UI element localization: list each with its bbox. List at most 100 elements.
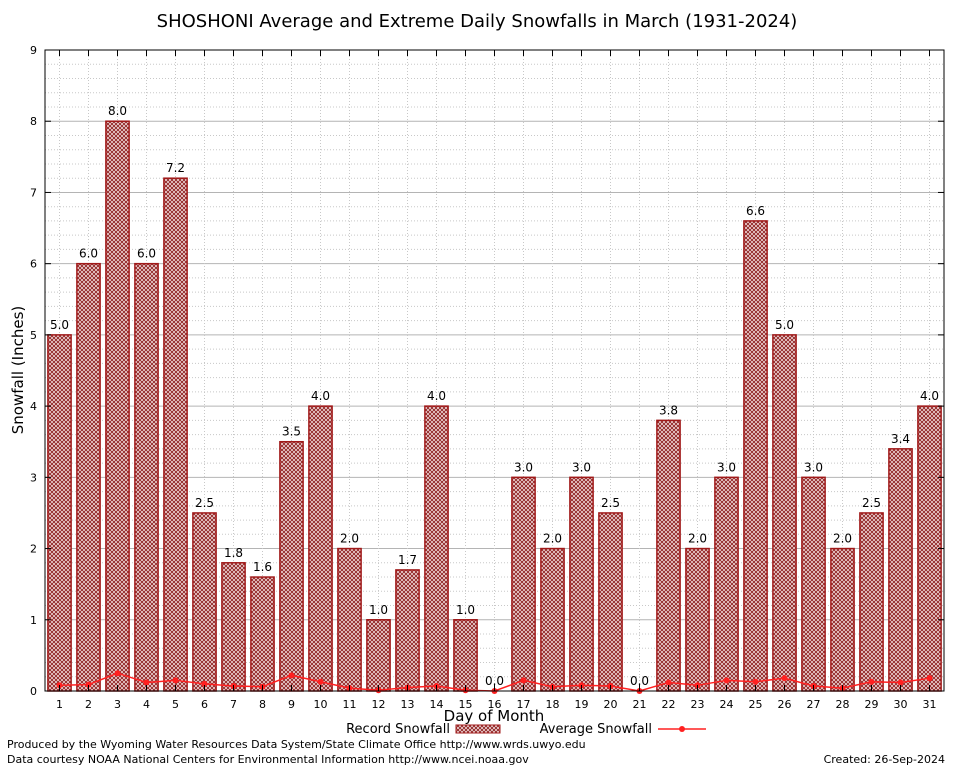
x-tick-label: 28 bbox=[836, 698, 850, 711]
record-bar-day-10 bbox=[308, 405, 333, 692]
x-tick-label: 30 bbox=[894, 698, 908, 711]
x-tick-label: 29 bbox=[865, 698, 879, 711]
record-bar-day-30 bbox=[888, 448, 913, 692]
x-tick-label: 12 bbox=[372, 698, 386, 711]
legend: Record Snowfall Average Snowfall bbox=[346, 722, 706, 737]
x-tick-label: 22 bbox=[662, 698, 676, 711]
x-tick-label: 7 bbox=[230, 698, 237, 711]
record-bar-day-26 bbox=[772, 334, 797, 692]
chart-title: SHOSHONI Average and Extreme Daily Snowf… bbox=[157, 11, 798, 32]
average-marker-day-5 bbox=[172, 677, 179, 684]
record-bar-day-5 bbox=[163, 177, 188, 692]
record-bar-day-27 bbox=[801, 476, 826, 692]
created-date: Created: 26-Sep-2024 bbox=[823, 753, 945, 766]
record-bar-day-9 bbox=[279, 440, 304, 692]
y-tick-label: 5 bbox=[30, 329, 37, 342]
bar-value-label: 8.0 bbox=[108, 104, 127, 118]
bar-value-label: 3.0 bbox=[572, 460, 591, 474]
bar-value-label: 2.0 bbox=[543, 532, 562, 546]
bar-value-label: 2.0 bbox=[340, 532, 359, 546]
y-tick-label: 6 bbox=[30, 258, 37, 271]
record-bar-day-17 bbox=[511, 476, 536, 692]
x-tick-label: 20 bbox=[604, 698, 618, 711]
x-tick-label: 24 bbox=[720, 698, 734, 711]
x-tick-label: 1 bbox=[56, 698, 63, 711]
bar-value-label: 4.0 bbox=[920, 389, 939, 403]
bar-value-label: 3.5 bbox=[282, 425, 301, 439]
x-tick-label: 23 bbox=[691, 698, 705, 711]
y-tick-label: 9 bbox=[30, 44, 37, 57]
x-tick-label: 17 bbox=[517, 698, 531, 711]
record-snowfall-bars bbox=[47, 120, 942, 692]
legend-swatch-average-marker bbox=[679, 726, 685, 732]
bar-value-label: 4.0 bbox=[311, 389, 330, 403]
x-tick-label: 21 bbox=[633, 698, 647, 711]
x-tick-label: 13 bbox=[401, 698, 415, 711]
bar-value-label: 1.6 bbox=[253, 560, 272, 574]
x-tick-label: 6 bbox=[201, 698, 208, 711]
y-tick-label: 2 bbox=[30, 543, 37, 556]
record-bar-day-28 bbox=[830, 547, 855, 692]
x-tick-label: 27 bbox=[807, 698, 821, 711]
y-tick-label: 7 bbox=[30, 186, 37, 199]
x-axis-label: Day of Month bbox=[444, 707, 545, 725]
average-marker-day-4 bbox=[143, 679, 150, 686]
x-tick-label: 19 bbox=[575, 698, 589, 711]
average-marker-day-26 bbox=[781, 675, 788, 682]
record-bar-day-15 bbox=[453, 619, 478, 692]
average-marker-day-17 bbox=[520, 677, 527, 684]
bar-value-label: 1.8 bbox=[224, 546, 243, 560]
y-axis-label: Snowfall (Inches) bbox=[9, 306, 27, 434]
bar-value-label: 3.8 bbox=[659, 403, 678, 417]
bar-value-label: 3.0 bbox=[514, 460, 533, 474]
record-bar-day-22 bbox=[656, 419, 681, 692]
x-tick-label: 3 bbox=[114, 698, 121, 711]
bar-value-label: 2.0 bbox=[833, 532, 852, 546]
record-bar-day-11 bbox=[337, 547, 362, 692]
record-bar-day-23 bbox=[685, 547, 710, 692]
bar-value-label: 2.0 bbox=[688, 532, 707, 546]
bar-value-label: 7.2 bbox=[166, 161, 185, 175]
legend-label-record: Record Snowfall bbox=[346, 722, 450, 737]
average-marker-day-3 bbox=[114, 670, 121, 677]
average-marker-day-25 bbox=[752, 678, 759, 685]
bar-value-label: 1.7 bbox=[398, 553, 417, 567]
bar-value-label: 3.4 bbox=[891, 432, 910, 446]
x-tick-label: 16 bbox=[488, 698, 502, 711]
bar-value-label: 2.5 bbox=[862, 496, 881, 510]
x-tick-label: 8 bbox=[259, 698, 266, 711]
average-marker-day-10 bbox=[317, 678, 324, 685]
record-bar-day-19 bbox=[569, 476, 594, 692]
legend-swatch-record bbox=[455, 724, 501, 734]
x-tick-label: 26 bbox=[778, 698, 792, 711]
average-marker-day-22 bbox=[665, 679, 672, 686]
bar-value-label: 0.0 bbox=[630, 674, 649, 688]
y-tick-label: 3 bbox=[30, 471, 37, 484]
bar-value-label: 1.0 bbox=[369, 603, 388, 617]
average-marker-day-6 bbox=[201, 680, 208, 687]
record-bar-day-12 bbox=[366, 619, 391, 692]
average-marker-day-9 bbox=[288, 672, 295, 679]
plot-frame bbox=[44, 49, 945, 692]
record-bar-day-18 bbox=[540, 547, 565, 692]
bar-value-label: 4.0 bbox=[427, 389, 446, 403]
average-marker-day-29 bbox=[868, 678, 875, 685]
x-tick-label: 25 bbox=[749, 698, 763, 711]
bar-value-labels: 5.0 6.0 8.0 6.0 7.2 2.5 1.8 1.6 3.5 4.0 2.0 1.0 1.7 4… bbox=[50, 104, 939, 688]
x-tick-label: 5 bbox=[172, 698, 179, 711]
record-bar-day-4 bbox=[134, 262, 159, 692]
y-tick-label: 1 bbox=[30, 614, 37, 627]
average-marker-day-31 bbox=[926, 675, 933, 682]
average-marker-day-30 bbox=[897, 679, 904, 686]
bar-value-label: 3.0 bbox=[717, 460, 736, 474]
produced-by-note: Produced by the Wyoming Water Resources … bbox=[7, 738, 586, 751]
record-bar-day-2 bbox=[76, 262, 101, 692]
record-bar-day-14 bbox=[424, 405, 449, 692]
bar-value-label: 5.0 bbox=[50, 318, 69, 332]
data-courtesy-note: Data courtesy NOAA National Centers for … bbox=[7, 753, 529, 766]
record-bar-day-31 bbox=[917, 405, 942, 692]
record-bar-day-13 bbox=[395, 569, 420, 692]
bar-value-label: 3.0 bbox=[804, 460, 823, 474]
average-marker-day-2 bbox=[85, 681, 92, 688]
